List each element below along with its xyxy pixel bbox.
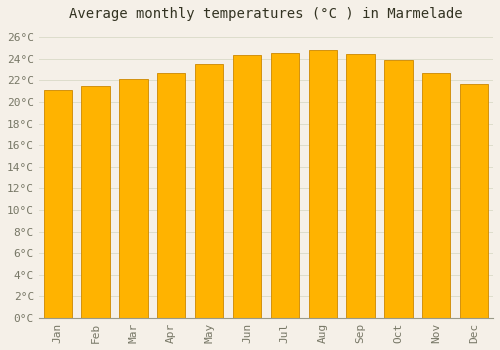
Bar: [119, 79, 148, 318]
Bar: [233, 55, 261, 318]
Bar: [157, 73, 186, 318]
Bar: [44, 90, 72, 318]
Bar: [346, 54, 375, 318]
Bar: [82, 86, 110, 318]
Bar: [422, 73, 450, 318]
Bar: [308, 50, 337, 318]
Title: Average monthly temperatures (°C ) in Marmelade: Average monthly temperatures (°C ) in Ma…: [69, 7, 462, 21]
Bar: [384, 60, 412, 318]
Bar: [195, 64, 224, 318]
Bar: [270, 53, 299, 318]
Bar: [460, 84, 488, 318]
